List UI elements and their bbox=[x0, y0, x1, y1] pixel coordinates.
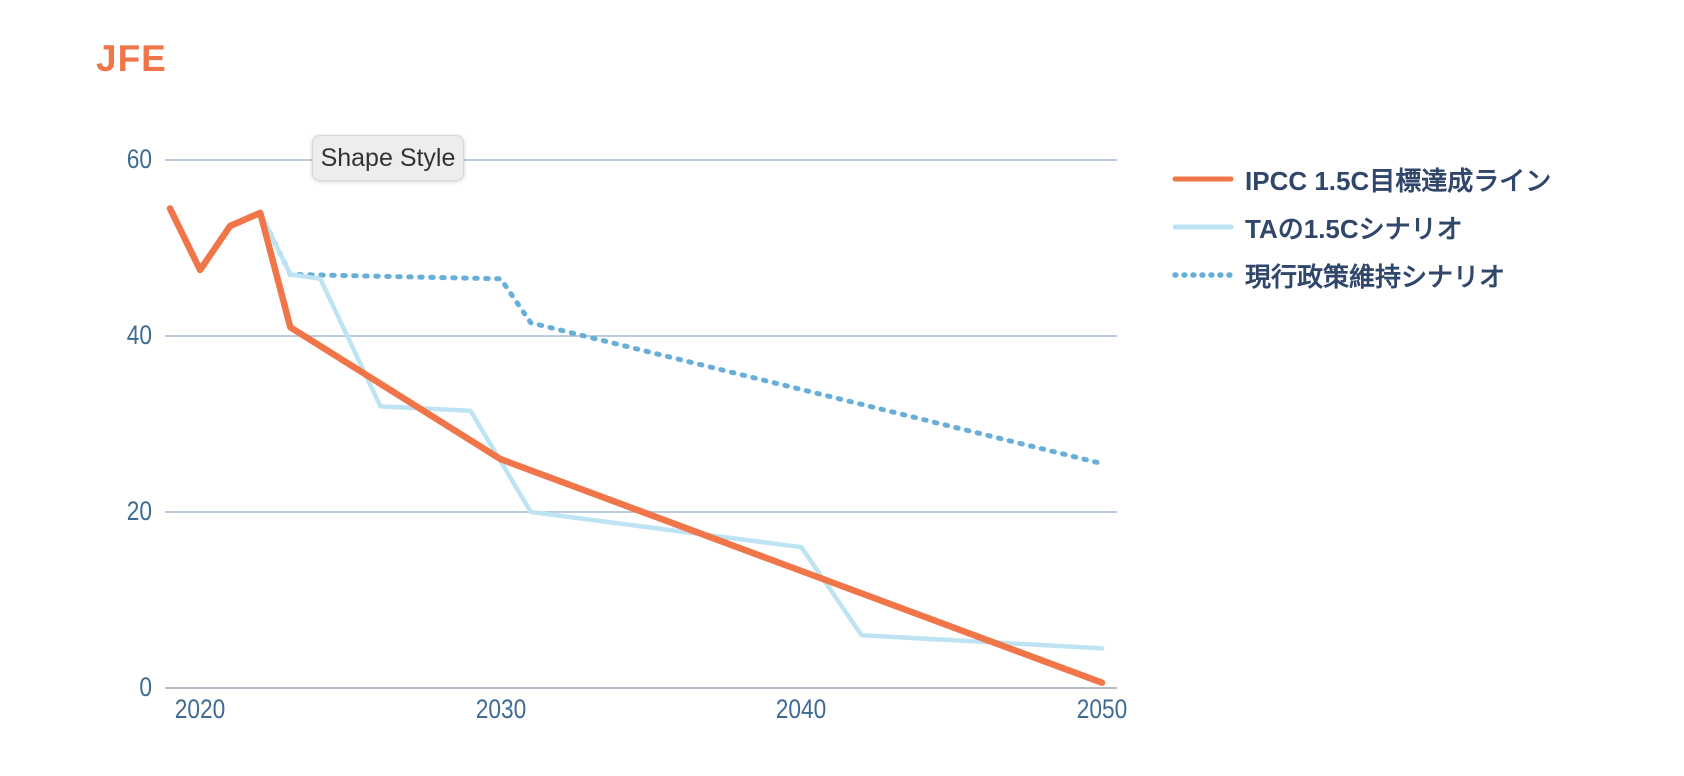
chart-legend: IPCC 1.5C目標達成ライン TAの1.5Cシナリオ現行政策維持シナリオ bbox=[1172, 155, 1551, 299]
y-tick-label-0: 0 bbox=[139, 672, 152, 702]
legend-item-1: TAの1.5Cシナリオ bbox=[1172, 203, 1551, 251]
legend-swatch-line-icon bbox=[1172, 176, 1234, 182]
x-tick-label-2030: 2030 bbox=[475, 694, 526, 724]
x-tick-label-2050: 2050 bbox=[1076, 694, 1128, 724]
chart-title: JFE bbox=[96, 38, 167, 79]
shape-style-popup: Shape Style bbox=[312, 135, 464, 181]
series-line-dotted bbox=[257, 210, 1105, 467]
series-line-solid bbox=[166, 205, 1106, 686]
legend-item-2: 現行政策維持シナリオ bbox=[1172, 251, 1551, 299]
legend-label: TAの1.5Cシナリオ bbox=[1245, 213, 1463, 244]
y-tick-label-20: 20 bbox=[126, 496, 152, 526]
legend-label: 現行政策維持シナリオ bbox=[1245, 261, 1506, 292]
series-line-solid bbox=[257, 210, 1105, 651]
legend-swatch-line-icon bbox=[1172, 224, 1234, 230]
legend-item-0: IPCC 1.5C目標達成ライン bbox=[1172, 155, 1551, 203]
legend-swatch-dotted-line-icon bbox=[1172, 272, 1234, 278]
y-tick-label-40: 40 bbox=[126, 320, 152, 350]
y-tick-label-60: 60 bbox=[126, 144, 152, 174]
x-tick-label-2040: 2040 bbox=[776, 694, 827, 724]
legend-label: IPCC 1.5C目標達成ライン bbox=[1245, 165, 1552, 196]
x-tick-label-2020: 2020 bbox=[174, 694, 226, 724]
shape-style-popup-label: Shape Style bbox=[320, 143, 456, 172]
